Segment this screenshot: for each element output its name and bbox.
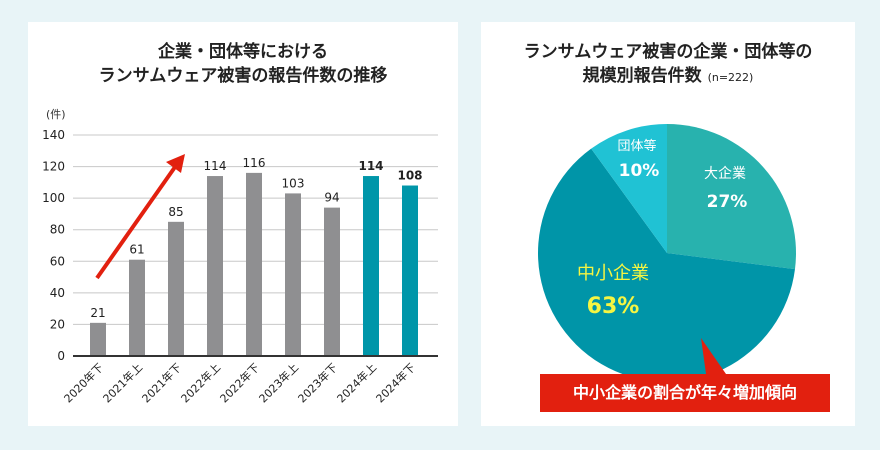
bar-chart-card: 企業・団体等における ランサムウェア被害の報告件数の推移 (件) 0 20 40 60 8… <box>28 22 458 426</box>
bar <box>246 172 262 356</box>
pie-slice <box>591 124 667 253</box>
x-tick-label: 2020年下 <box>61 360 106 405</box>
title-line-2: 規模別報告件数 (n=222) <box>481 64 855 90</box>
y-tick-label: 140 <box>42 128 65 142</box>
title-line-1: 企業・団体等における <box>158 42 328 62</box>
x-tick-label: 2023年上 <box>256 360 301 405</box>
data-label: 61 <box>129 243 144 257</box>
data-label: 103 <box>282 176 305 190</box>
pie-slice <box>667 124 796 270</box>
pie-slice <box>537 148 795 382</box>
data-label: 116 <box>243 156 266 170</box>
x-tick-label: 2021年下 <box>139 360 184 405</box>
title-line-1: ランサムウェア被害の企業・団体等の <box>523 42 813 62</box>
x-tick-label: 2023年下 <box>295 360 340 405</box>
bar-chart-title: 企業・団体等における ランサムウェア被害の報告件数の推移 <box>28 40 458 88</box>
bar <box>324 207 340 356</box>
callout-box: 中小企業の割合が年々増加傾向 <box>540 374 830 412</box>
sample-size-note: (n=222) <box>707 71 754 84</box>
x-tick-label: 2022年上 <box>178 360 223 405</box>
bar <box>129 259 145 356</box>
bar <box>402 185 418 356</box>
bar <box>90 322 106 356</box>
trend-arrow-shaft <box>95 165 177 280</box>
data-label: 108 <box>397 169 422 183</box>
y-tick-label: 100 <box>42 191 65 205</box>
data-label: 114 <box>358 159 383 173</box>
title-text: 規模別報告件数 <box>582 66 702 86</box>
y-tick-label: 40 <box>50 286 65 300</box>
x-tick-label: 2022年下 <box>217 360 262 405</box>
bar <box>207 176 223 356</box>
y-tick-label: 120 <box>42 160 65 174</box>
slice-label: 大企業 <box>704 165 746 182</box>
slice-percent: 27% <box>707 192 748 212</box>
callout-pointer <box>701 338 726 374</box>
pie-chart: 大企業 27% 中小企業 63% 団体等 10% <box>537 124 796 382</box>
y-tick-label: 0 <box>57 349 65 363</box>
slice-label: 中小企業 <box>577 263 649 284</box>
slice-label: 団体等 <box>617 138 656 154</box>
bar <box>363 176 379 356</box>
bar <box>168 221 184 356</box>
slice-percent: 10% <box>619 161 660 181</box>
y-axis-label: (件) <box>46 108 66 121</box>
data-label: 114 <box>204 159 227 173</box>
x-tick-label: 2024年下 <box>373 360 418 405</box>
y-tick-label: 60 <box>50 254 65 268</box>
x-tick-label: 2021年上 <box>100 360 145 405</box>
title-line-2: ランサムウェア被害の報告件数の推移 <box>98 66 388 86</box>
data-label: 21 <box>90 306 105 320</box>
bar-chart: (件) 0 20 40 60 80 100 120 140 21 2020年下 61 2021年上 85 2… <box>42 108 438 405</box>
pie-chart-title: ランサムウェア被害の企業・団体等の 規模別報告件数 (n=222) <box>481 40 855 90</box>
x-tick-label: 2024年上 <box>334 360 379 405</box>
slice-percent: 63% <box>587 294 640 319</box>
y-tick-label: 80 <box>50 223 65 237</box>
data-label: 94 <box>324 191 339 205</box>
data-label: 85 <box>168 205 183 219</box>
trend-arrow-head <box>166 154 185 173</box>
y-tick-label: 20 <box>50 317 65 331</box>
bar <box>285 193 301 356</box>
pie-chart-card: ランサムウェア被害の企業・団体等の 規模別報告件数 (n=222) 大企業 27%… <box>481 22 855 426</box>
